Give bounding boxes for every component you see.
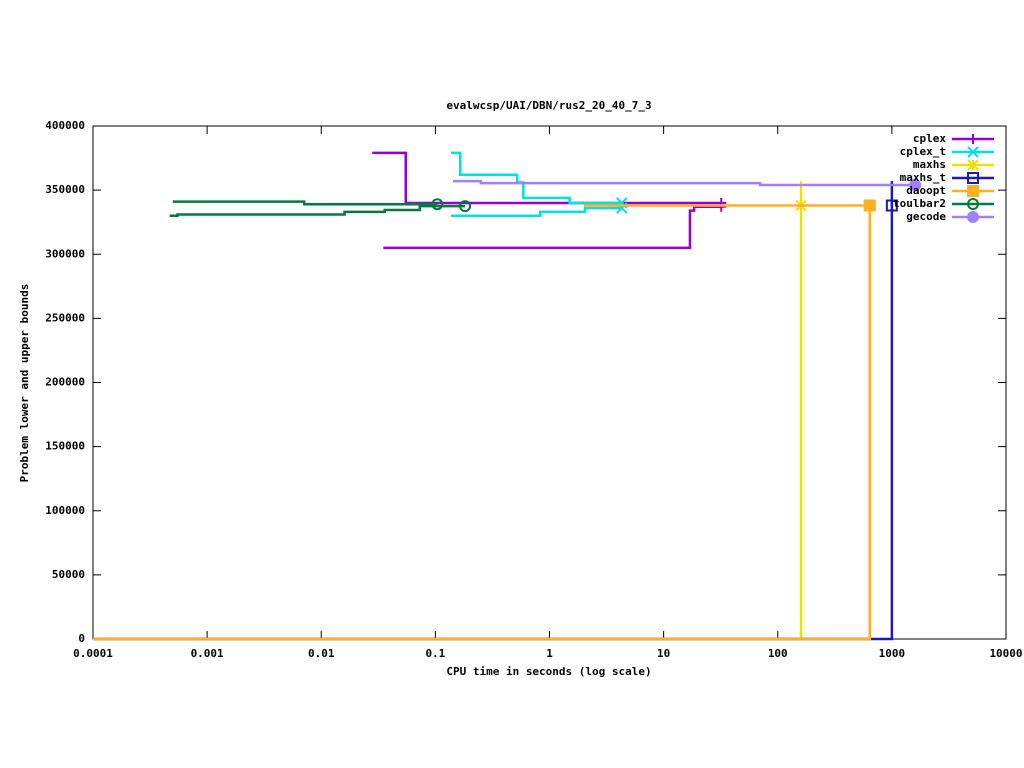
x-tick-label: 0.01	[308, 647, 335, 660]
x-tick-label: 1	[546, 647, 553, 660]
x-tick-label: 100	[768, 647, 788, 660]
chart-title: evalwcsp/UAI/DBN/rus2_20_40_7_3	[446, 99, 651, 112]
legend-label: daoopt	[906, 184, 946, 197]
x-tick-label: 0.001	[191, 647, 224, 660]
legend-marker	[967, 211, 979, 223]
marker	[863, 199, 876, 212]
y-tick-label: 100000	[45, 504, 85, 517]
marker	[459, 200, 472, 213]
y-axis-label: Problem lower and upper bounds	[18, 284, 31, 483]
y-tick-label: 300000	[45, 247, 85, 260]
y-tick-label: 50000	[52, 568, 85, 581]
x-tick-label: 0.1	[425, 647, 445, 660]
x-axis-label: CPU time in seconds (log scale)	[446, 665, 651, 678]
legend-marker	[967, 172, 979, 184]
legend-label: toulbar2	[893, 197, 946, 210]
marker	[716, 201, 727, 212]
legend-marker	[967, 185, 979, 197]
marker	[909, 178, 922, 191]
y-tick-label: 200000	[45, 376, 85, 389]
x-tick-label: 1000	[879, 647, 906, 660]
legend-label: gecode	[906, 210, 946, 223]
y-tick-label: 350000	[45, 183, 85, 196]
series-line	[169, 200, 466, 218]
series-line	[453, 179, 916, 187]
y-tick-label: 400000	[45, 119, 85, 132]
x-tick-label: 0.0001	[73, 647, 113, 660]
marker	[431, 198, 444, 211]
series-line	[93, 204, 872, 641]
series-line	[372, 151, 722, 250]
legend-label: cplex_t	[900, 145, 946, 158]
x-tick-label: 10000	[989, 647, 1022, 660]
legend-label: maxhs_t	[900, 171, 946, 184]
x-tick-label: 10	[657, 647, 670, 660]
y-tick-label: 0	[78, 632, 85, 645]
legend-marker	[967, 146, 979, 158]
legend-marker	[968, 134, 978, 144]
y-tick-label: 250000	[45, 311, 85, 324]
legend-marker	[967, 198, 979, 210]
y-tick-label: 150000	[45, 440, 85, 453]
legend-label: cplex	[913, 132, 946, 145]
marker	[885, 199, 898, 212]
legend-marker	[967, 159, 979, 171]
legend-label: maxhs	[913, 158, 946, 171]
